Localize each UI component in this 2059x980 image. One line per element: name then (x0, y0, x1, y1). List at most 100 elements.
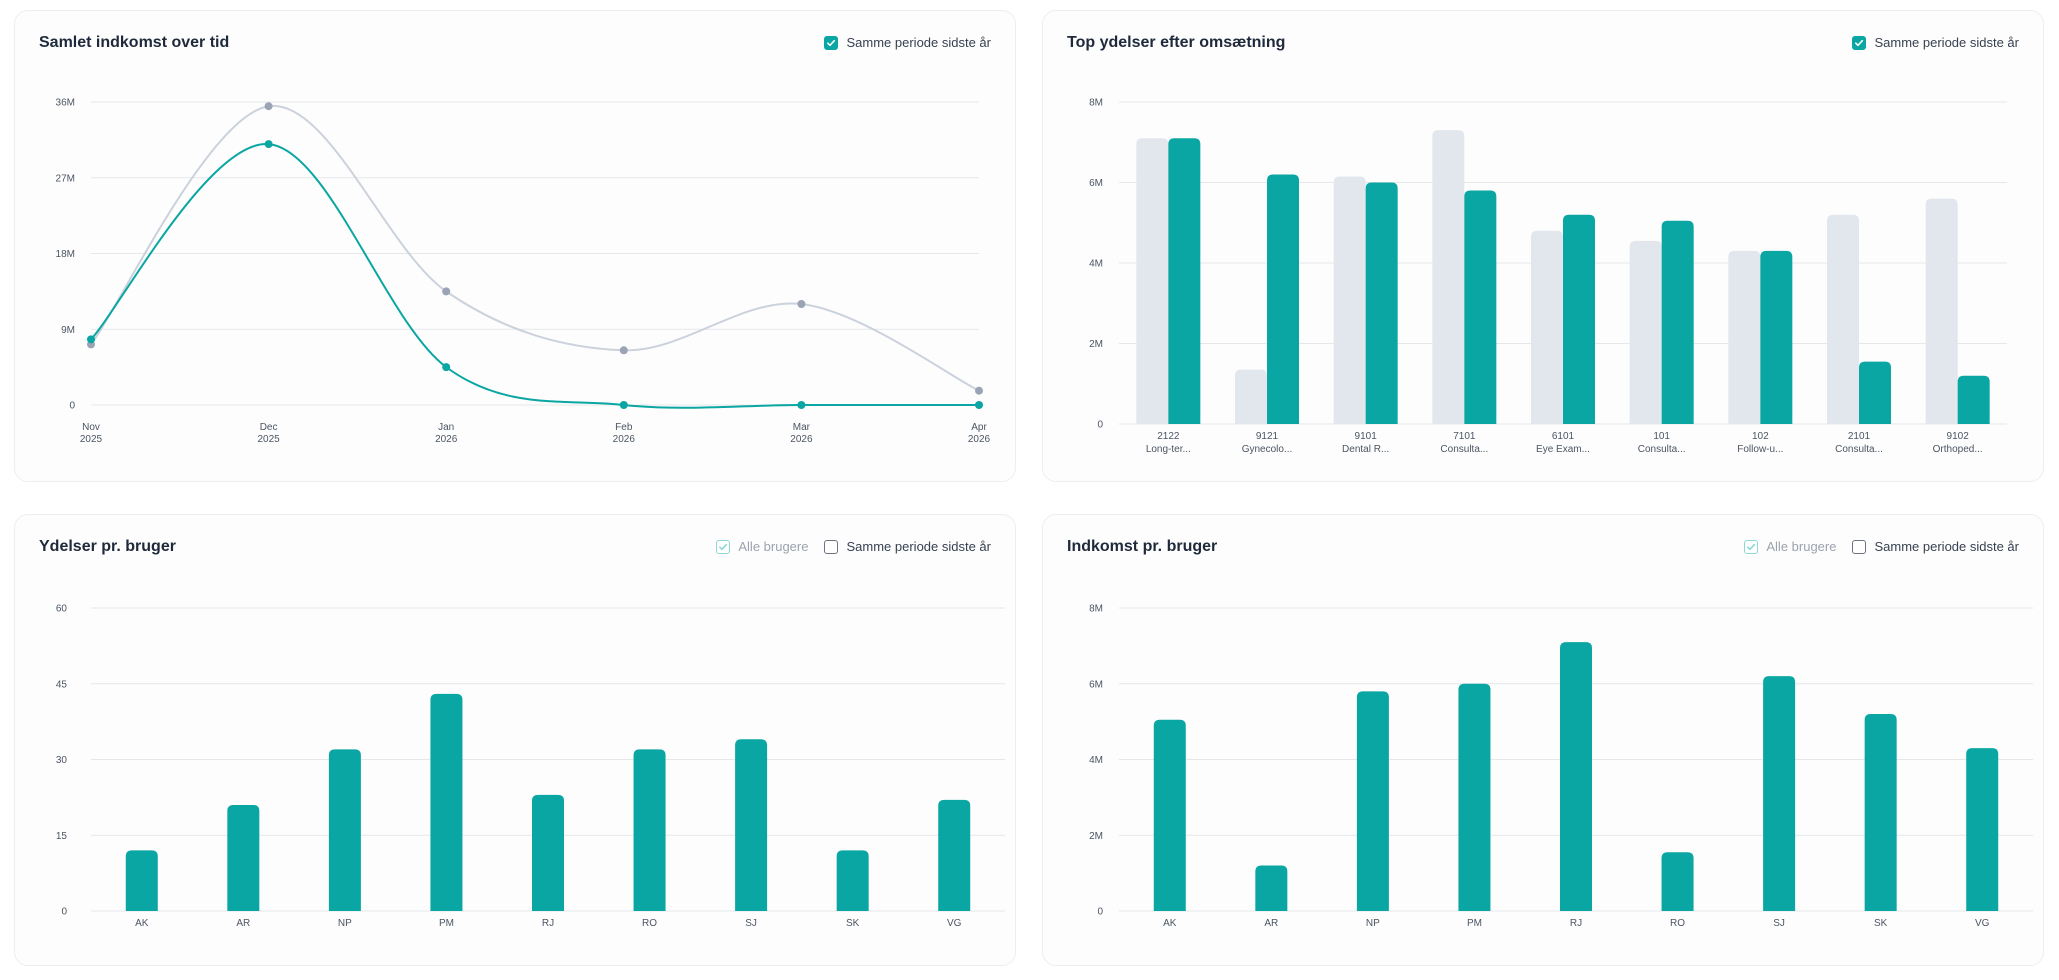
x-tick-label: RO (642, 918, 657, 929)
income-per-user-card: Indkomst pr. bruger Alle brugere Samme p… (1042, 514, 2044, 966)
current-period-bar (1365, 182, 1398, 424)
y-tick-label: 0 (69, 401, 75, 412)
current-period-bar (1464, 190, 1497, 424)
y-tick-label: 60 (56, 604, 68, 615)
same-period-checkbox[interactable]: Samme periode sidste år (1852, 35, 2019, 50)
x-tick-label: AK (1163, 918, 1177, 929)
income-per-user-chart: 0 2M 4M 6M 8M AK AR NP PM RJ RO SJ SK VG (1089, 604, 2033, 929)
previous-period-point (975, 386, 983, 395)
check-icon (716, 539, 731, 554)
y-tick-label: 15 (56, 831, 68, 842)
x-tick-label: 2026 (968, 434, 991, 445)
y-tick-label: 36M (56, 98, 75, 109)
previous-period-bar (1925, 198, 1958, 424)
bar (430, 693, 463, 911)
x-tick-label: SJ (1773, 918, 1785, 929)
previous-period-point (442, 287, 451, 296)
x-tick-label: Orthoped... (1933, 444, 1983, 455)
bar (1255, 865, 1288, 911)
card-title: Indkomst pr. bruger (1067, 538, 1218, 555)
card-controls: Samme periode sidste år (1852, 35, 2019, 50)
services-per-user-card: Ydelser pr. bruger Alle brugere Samme pe… (14, 514, 1016, 966)
y-tick-label: 30 (56, 755, 68, 766)
card-controls: Alle brugere Samme periode sidste år (1744, 539, 2019, 554)
same-period-label: Samme periode sidste år (846, 35, 991, 50)
x-tick-label: PM (1467, 918, 1482, 929)
previous-period-bar (1629, 240, 1662, 424)
card-title: Top ydelser efter omsætning (1067, 34, 1286, 51)
same-period-label: Samme periode sidste år (1874, 35, 2019, 50)
services-per-user-chart: 0 15 30 45 60 AK AR NP PM RJ RO SJ SK VG (56, 604, 1005, 929)
current-period-bar (1957, 375, 1990, 424)
y-tick-label: 18M (56, 249, 75, 260)
check-icon (1852, 35, 1867, 50)
bar (1560, 642, 1592, 911)
bar (836, 850, 869, 911)
x-tick-label: 2025 (80, 434, 103, 445)
bar (735, 739, 768, 911)
x-tick-label: Eye Exam... (1536, 444, 1590, 455)
x-tick-label: RJ (542, 918, 554, 929)
check-icon (1744, 539, 1759, 554)
bar (938, 799, 971, 911)
x-tick-label: AK (135, 918, 149, 929)
x-tick-label: Consulta... (1638, 444, 1686, 455)
card-controls: Samme periode sidste år (824, 35, 991, 50)
bar (1966, 748, 1999, 911)
x-tick-label: 102 (1752, 431, 1769, 442)
current-period-line (90, 143, 979, 409)
y-tick-label: 0 (1097, 907, 1103, 918)
income-over-time-chart: 09M18M27M36MNov2025Dec2025Jan2026Feb2026… (56, 98, 991, 446)
current-period-bar (1168, 138, 1201, 424)
current-period-point (797, 401, 806, 409)
x-tick-label: RO (1670, 918, 1685, 929)
previous-period-bar (1728, 250, 1761, 424)
same-period-checkbox[interactable]: Samme periode sidste år (824, 539, 991, 554)
x-tick-label: VG (1975, 918, 1990, 929)
same-period-checkbox[interactable]: Samme periode sidste år (1852, 539, 2019, 554)
same-period-checkbox[interactable]: Samme periode sidste år (824, 35, 991, 50)
all-users-label: Alle brugere (1766, 539, 1837, 554)
x-tick-label: Apr (971, 422, 987, 433)
current-period-point (975, 401, 983, 409)
y-tick-label: 2M (1089, 339, 1103, 350)
bar (633, 749, 666, 911)
bar (1153, 719, 1186, 911)
card-controls: Alle brugere Samme periode sidste år (716, 539, 991, 554)
x-tick-label: 2122 (1157, 431, 1180, 442)
previous-period-bar (1531, 230, 1563, 424)
current-period-point (619, 401, 628, 409)
x-tick-label: NP (1366, 918, 1380, 929)
x-tick-label: 2026 (613, 434, 636, 445)
current-period-point (264, 140, 273, 149)
top-services-chart: 0 2M 4M 6M 8M 2122 Long-ter... 9121 Gynecolo... 9… (1089, 98, 2007, 455)
x-tick-label: 9101 (1355, 431, 1378, 442)
y-tick-label: 6M (1089, 679, 1103, 690)
x-tick-label: AR (1264, 918, 1278, 929)
x-tick-label: SK (846, 918, 860, 929)
previous-period-point (619, 346, 628, 355)
y-tick-label: 27M (56, 173, 75, 184)
x-tick-label: Mar (793, 422, 811, 433)
y-tick-label: 6M (1089, 178, 1103, 189)
x-tick-label: 6101 (1552, 431, 1575, 442)
all-users-checkbox[interactable]: Alle brugere (716, 539, 808, 554)
x-tick-label: 2101 (1848, 431, 1871, 442)
bar (328, 749, 361, 911)
y-tick-label: 9M (61, 325, 75, 336)
card-title: Samlet indkomst over tid (39, 34, 230, 51)
previous-period-bar (1333, 176, 1366, 424)
x-tick-label: 9102 (1947, 431, 1970, 442)
current-period-point (442, 363, 451, 372)
x-tick-label: 2026 (435, 434, 458, 445)
bar (1763, 676, 1796, 911)
bar (532, 794, 564, 911)
previous-period-point (797, 300, 806, 308)
x-tick-label: NP (338, 918, 352, 929)
all-users-checkbox[interactable]: Alle brugere (1744, 539, 1836, 554)
current-period-bar (1859, 361, 1891, 424)
all-users-label: Alle brugere (738, 539, 809, 554)
x-tick-label: 9121 (1256, 431, 1279, 442)
x-tick-label: Jan (438, 422, 454, 433)
bar (1661, 852, 1694, 911)
